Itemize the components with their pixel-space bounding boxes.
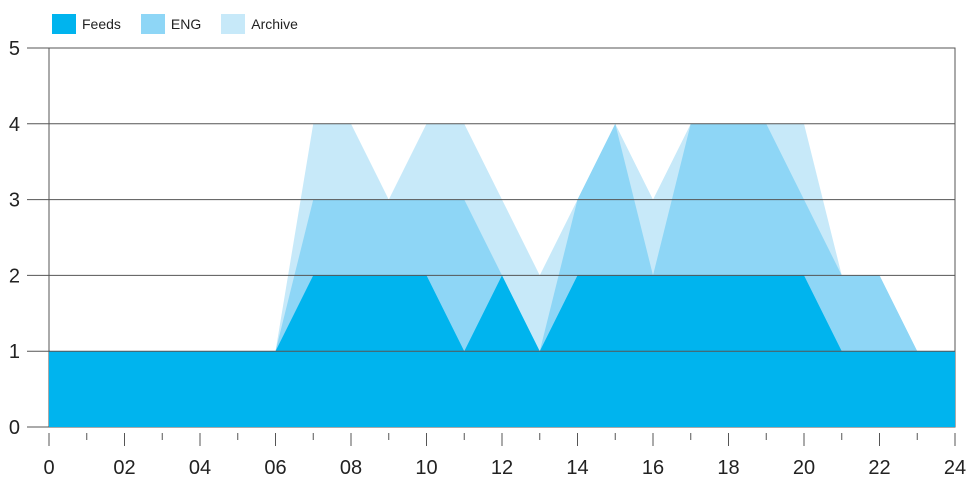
x-tick-label-14: 14 xyxy=(566,457,588,477)
x-tick-label-10: 10 xyxy=(415,457,437,477)
legend-swatch-feeds xyxy=(52,14,76,34)
y-tick-label-2: 2 xyxy=(9,265,20,287)
x-tick-label-08: 08 xyxy=(340,457,362,477)
x-tick-label-20: 20 xyxy=(793,457,815,477)
x-tick-label-0: 0 xyxy=(43,457,54,477)
legend-item-eng: ENG xyxy=(140,14,202,34)
legend-swatch-eng xyxy=(140,14,165,34)
legend-label-eng: ENG xyxy=(170,16,202,32)
x-tick-label-22: 22 xyxy=(868,457,890,477)
y-tick-label-5: 5 xyxy=(9,38,20,60)
y-tick-label-4: 4 xyxy=(9,114,20,136)
x-tick-label-24: 24 xyxy=(944,457,966,477)
x-tick-label-04: 04 xyxy=(189,457,211,477)
y-tick-label-3: 3 xyxy=(9,190,20,212)
legend: Feeds ENG Archive xyxy=(52,14,298,34)
legend-label-archive: Archive xyxy=(251,16,298,32)
y-tick-label-1: 1 xyxy=(9,341,20,363)
x-tick-label-06: 06 xyxy=(264,457,286,477)
legend-item-archive: Archive xyxy=(221,14,298,34)
x-tick-label-18: 18 xyxy=(717,457,739,477)
legend-swatch-archive xyxy=(221,14,246,34)
legend-item-feeds: Feeds xyxy=(52,14,121,34)
x-tick-label-02: 02 xyxy=(113,457,135,477)
legend-label-feeds: Feeds xyxy=(82,16,121,32)
y-tick-label-0: 0 xyxy=(9,417,20,439)
x-tick-label-12: 12 xyxy=(491,457,513,477)
x-tick-label-16: 16 xyxy=(642,457,664,477)
